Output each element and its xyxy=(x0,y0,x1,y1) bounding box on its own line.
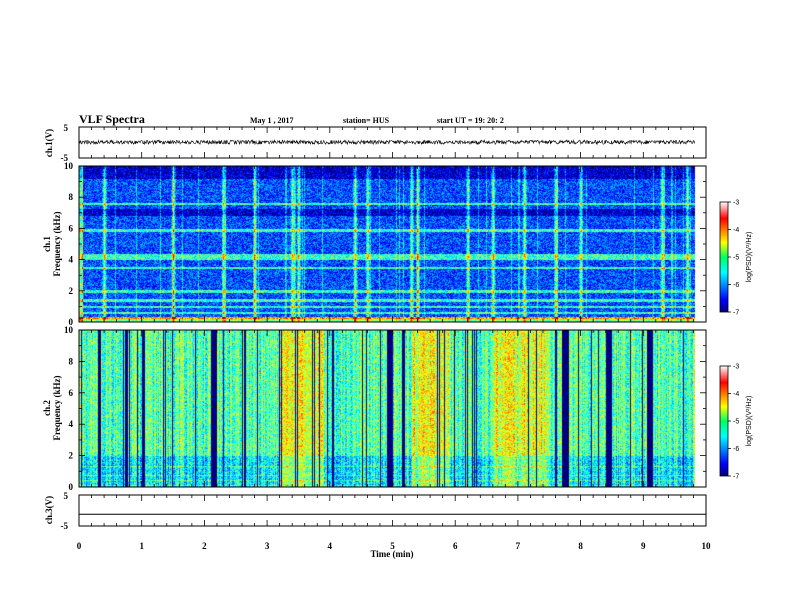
ch1-spectrogram-yticks: 0 2 4 6 8 10 xyxy=(64,161,706,327)
ch1-waveform-trace xyxy=(78,139,695,146)
start-time-label: start UT = 19: 20: 2 xyxy=(437,116,504,125)
ch2-spectrogram-yticks: 0 2 4 6 8 10 xyxy=(64,325,706,492)
ch3-ytick-bottom: -5 xyxy=(61,521,69,531)
ch1-waveform-xticks xyxy=(78,127,707,158)
y-tick-label: 6 xyxy=(69,223,74,233)
ch1-ytick-top: 5 xyxy=(64,123,69,133)
y-tick-label: 4 xyxy=(69,255,74,265)
ch1-frequency-ylabel: Frequency (kHz) xyxy=(52,211,62,276)
ch1-spectrogram-xticks xyxy=(78,166,707,322)
y-tick-label: 10 xyxy=(64,161,74,171)
ch2-frequency-ylabel: Frequency (kHz) xyxy=(52,375,62,440)
waveform-line xyxy=(78,139,695,146)
ch2-spectrogram-image xyxy=(79,330,706,487)
ch3-waveform-xticks xyxy=(78,495,707,526)
colorbar-tick-label: -7 xyxy=(733,474,739,481)
colorbar-tick-label: -3 xyxy=(733,364,739,371)
ch2-spectrogram-panel: 0 2 4 6 8 10 ch.2 Frequency (kHz) -3 -4 -5 -6 -7 … xyxy=(42,325,753,492)
ch2-colorbar: -3 -4 -5 -6 -7 log(PSD)(V²/Hz) xyxy=(719,364,753,481)
ch2-spectrogram-xticks xyxy=(78,330,707,487)
y-tick-label: 2 xyxy=(69,286,74,296)
colorbar-tick-label: -5 xyxy=(733,419,739,426)
time-axis-label: Time (min) xyxy=(370,549,413,559)
y-tick-label: 2 xyxy=(69,451,74,461)
ch3-ytick-top: 5 xyxy=(64,491,69,501)
ch1-spectrogram-image xyxy=(79,166,706,322)
x-tick-label: 7 xyxy=(516,541,521,551)
y-tick-label: 0 xyxy=(69,317,74,327)
colorbar-tick-label: -3 xyxy=(733,200,739,207)
y-tick-label: 6 xyxy=(69,388,74,398)
ch1-colorbar-ticks: -3 -4 -5 -6 -7 xyxy=(728,200,739,317)
ch1-ytick-bottom: -5 xyxy=(61,153,69,163)
colorbar-tick-label: -4 xyxy=(733,391,739,398)
x-tick-label: 2 xyxy=(202,541,207,551)
x-tick-label: 5 xyxy=(390,541,395,551)
x-tick-label: 0 xyxy=(77,541,82,551)
y-tick-label: 0 xyxy=(69,482,74,492)
ch1-waveform-panel: 5 -5 ch.1(V) xyxy=(44,123,707,163)
figure-title: VLF Spectra xyxy=(79,112,145,126)
y-tick-label: 4 xyxy=(69,419,74,429)
colorbar-tick-label: -4 xyxy=(733,227,739,234)
ch1-colorbar: -3 -4 -5 -6 -7 log(PSD)(V²/Hz) xyxy=(719,200,753,317)
x-tick-label: 3 xyxy=(265,541,270,551)
ch1-colorbar-label: log(PSD)(V²/Hz) xyxy=(746,232,753,283)
x-tick-label: 10 xyxy=(702,541,712,551)
colorbar-tick-label: -6 xyxy=(733,446,739,453)
ch1-spectrogram-panel: 0 2 4 6 8 10 ch.1 Frequency (kHz) -3 -4 -5 -6 -7 … xyxy=(42,161,753,327)
time-axis-tick-labels: 0 1 2 3 4 5 6 7 8 9 10 xyxy=(77,541,711,551)
station-label: station= HUS xyxy=(343,116,390,125)
ch2-colorbar-ticks: -3 -4 -5 -6 -7 xyxy=(728,364,739,481)
y-tick-label: 8 xyxy=(69,356,74,366)
colorbar-tick-label: -6 xyxy=(733,282,739,289)
ch1-colorbar-bar xyxy=(719,201,729,313)
ch3-waveform-panel: 5 -5 ch.3(V) 0 1 2 3 4 5 6 7 8 9 10 Time (min) xyxy=(44,491,711,559)
ch1-waveform-ylabel: ch.1(V) xyxy=(44,129,54,157)
y-tick-label: 8 xyxy=(69,192,74,202)
ch2-channel-label: ch.2 xyxy=(42,400,52,416)
ch2-colorbar-bar xyxy=(719,365,729,477)
ch1-channel-label: ch.1 xyxy=(42,236,52,252)
colorbar-tick-label: -7 xyxy=(733,310,739,317)
x-tick-label: 9 xyxy=(641,541,646,551)
date-label: May 1 , 2017 xyxy=(250,116,294,125)
x-tick-label: 8 xyxy=(578,541,583,551)
x-tick-label: 1 xyxy=(139,541,144,551)
colorbar-tick-label: -5 xyxy=(733,255,739,262)
ch2-colorbar-label: log(PSD)(V²/Hz) xyxy=(746,396,753,447)
x-tick-label: 4 xyxy=(328,541,333,551)
ch3-waveform-ylabel: ch.3(V) xyxy=(44,496,54,524)
y-tick-label: 10 xyxy=(64,325,74,335)
x-tick-label: 6 xyxy=(453,541,458,551)
